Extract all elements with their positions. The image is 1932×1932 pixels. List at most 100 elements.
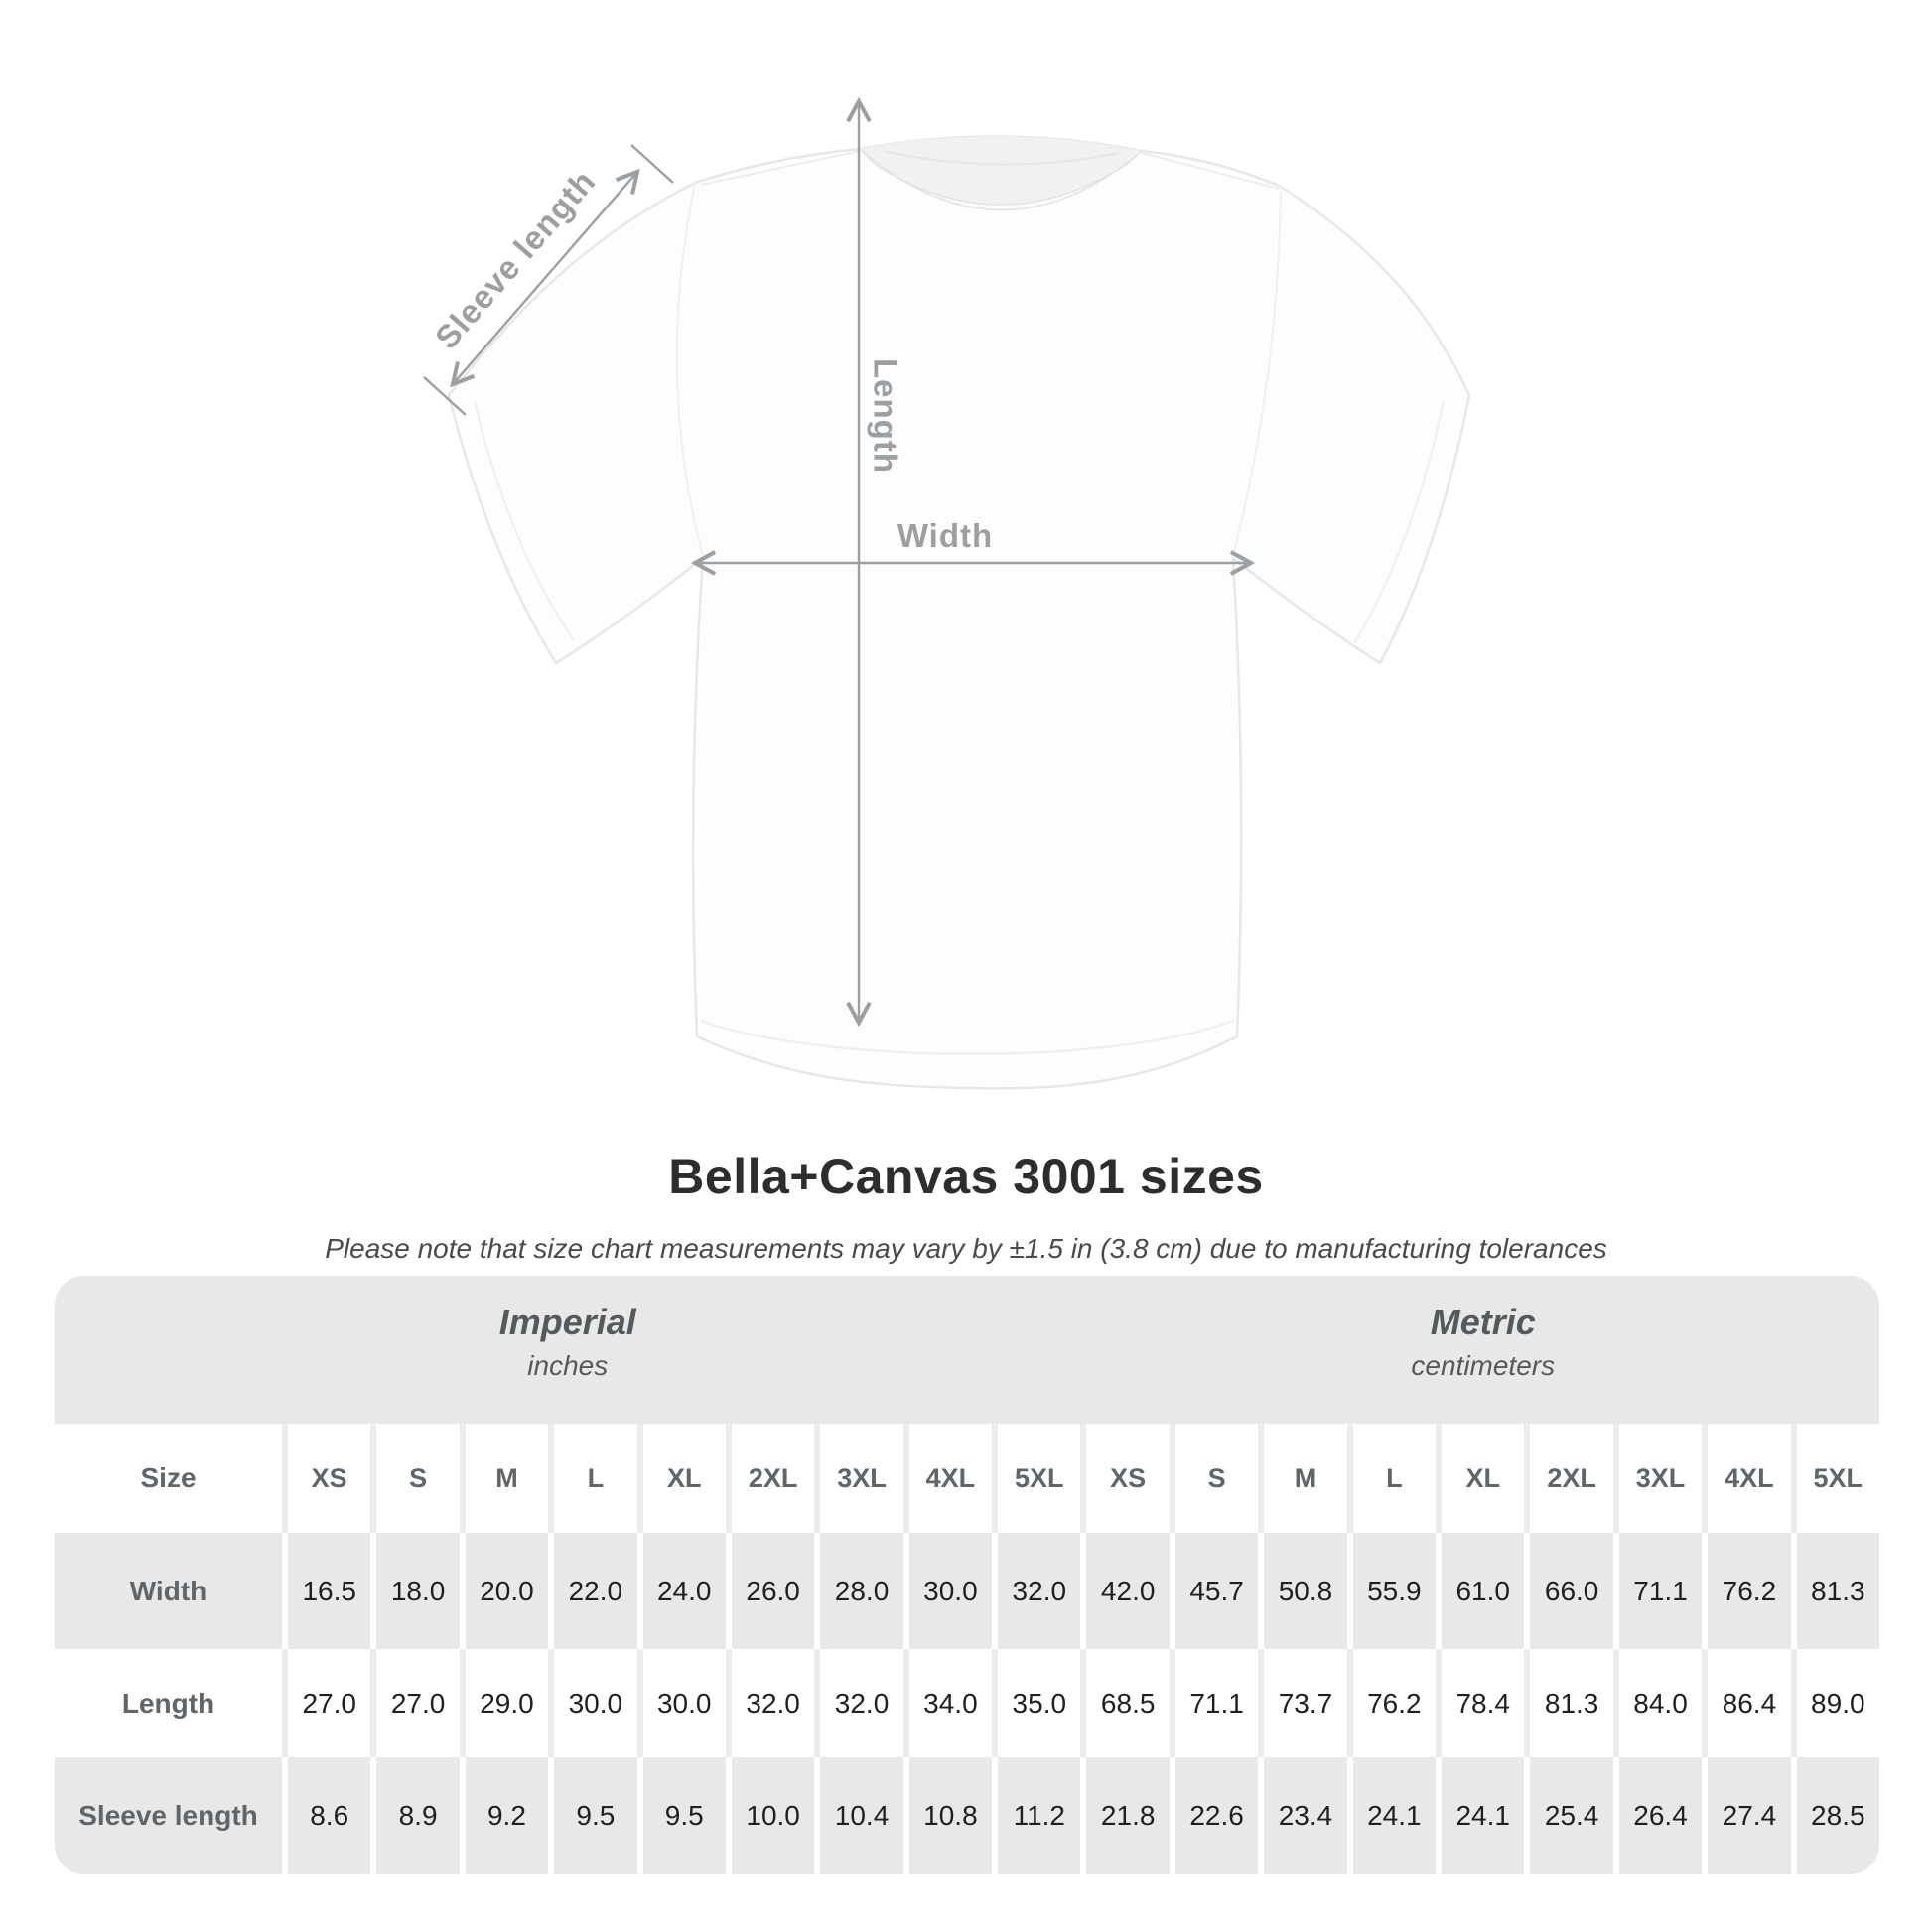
size-column-header: Size [55, 1424, 282, 1533]
size-header-cell: M [465, 1424, 549, 1533]
sleeve-cell: 21.8 [1086, 1757, 1170, 1874]
imperial-group-header: Imperial inches [55, 1276, 1081, 1424]
length-cell: 81.3 [1530, 1649, 1613, 1757]
width-cell: 24.0 [642, 1533, 726, 1649]
length-cell: 86.4 [1708, 1649, 1791, 1757]
size-chart-table: Imperial inches Metric centimeters Size … [55, 1276, 1879, 1874]
length-cell: 78.4 [1442, 1649, 1525, 1757]
sleeve-cell: 25.4 [1530, 1757, 1613, 1874]
tshirt-measurement-diagram: Length Width Sleeve length [423, 96, 1471, 1090]
tshirt-shoulder-seam-left [700, 150, 861, 186]
width-cell: 81.3 [1796, 1533, 1879, 1649]
sleeve-cell: 24.1 [1442, 1757, 1525, 1874]
sleeve-cell: 22.6 [1174, 1757, 1259, 1874]
metric-group-unit: centimeters [1411, 1350, 1556, 1381]
size-header-cell: XL [1442, 1424, 1525, 1533]
width-cell: 76.2 [1708, 1533, 1791, 1649]
size-header-cell: L [554, 1424, 637, 1533]
length-cell: 76.2 [1352, 1649, 1437, 1757]
size-header-row: Size XS S M L XL 2XL 3XL 4XL 5XL XS S M … [55, 1424, 1879, 1533]
sleeve-cell: 8.9 [376, 1757, 460, 1874]
width-cell: 61.0 [1442, 1533, 1525, 1649]
width-cell: 71.1 [1618, 1533, 1703, 1649]
size-header-cell: S [1174, 1424, 1259, 1533]
row-label: Sleeve length [55, 1757, 282, 1874]
sleeve-cell: 24.1 [1352, 1757, 1437, 1874]
size-header-cell: 2XL [731, 1424, 815, 1533]
metric-group-label: Metric [1430, 1302, 1536, 1342]
tshirt-illustration [447, 135, 1471, 1090]
width-cell: 20.0 [465, 1533, 549, 1649]
size-header-cell: L [1352, 1424, 1437, 1533]
length-cell: 27.0 [288, 1649, 371, 1757]
size-header-cell: XS [1086, 1424, 1170, 1533]
length-cell: 89.0 [1796, 1649, 1879, 1757]
width-cell: 45.7 [1174, 1533, 1259, 1649]
length-cell: 84.0 [1618, 1649, 1703, 1757]
size-header-cell: 5XL [998, 1424, 1081, 1533]
table-row-width: Width 16.5 18.0 20.0 22.0 24.0 26.0 28.0… [55, 1533, 1879, 1649]
sleeve-cell: 26.4 [1618, 1757, 1703, 1874]
tshirt-cuff-stitch-right [1353, 400, 1445, 644]
width-cell: 50.8 [1264, 1533, 1347, 1649]
table-row-sleeve-length: Sleeve length 8.6 8.9 9.2 9.5 9.5 10.0 1… [55, 1757, 1879, 1874]
size-header-cell: 5XL [1796, 1424, 1879, 1533]
sleeve-cell: 27.4 [1708, 1757, 1791, 1874]
sleeve-end-tick-top [630, 144, 674, 184]
sleeve-dimension-line [450, 168, 640, 388]
length-label: Length [867, 358, 903, 474]
size-header-cell: 3XL [1618, 1424, 1703, 1533]
sleeve-cell: 8.6 [288, 1757, 371, 1874]
width-cell: 28.0 [820, 1533, 903, 1649]
unit-group-header-row: Imperial inches Metric centimeters [55, 1276, 1879, 1424]
tshirt-collar-band [859, 148, 1143, 211]
tolerance-note: Please note that size chart measurements… [325, 1233, 1607, 1264]
sleeve-cell: 10.4 [820, 1757, 903, 1874]
tshirt-armhole-seam-right [1232, 186, 1282, 557]
length-cell: 73.7 [1264, 1649, 1347, 1757]
sleeve-cell: 10.8 [908, 1757, 993, 1874]
width-cell: 30.0 [908, 1533, 993, 1649]
tshirt-shoulder-seam-right [1141, 152, 1280, 190]
size-header-cell: XL [642, 1424, 726, 1533]
width-cell: 66.0 [1530, 1533, 1613, 1649]
tshirt-cuff-stitch-left [474, 400, 575, 641]
width-cell: 32.0 [998, 1533, 1081, 1649]
tshirt-back-collar-seam [883, 150, 1119, 166]
sleeve-cell: 23.4 [1264, 1757, 1347, 1874]
length-cell: 29.0 [465, 1649, 549, 1757]
size-header-cell: 2XL [1530, 1424, 1613, 1533]
measurement-annotations [423, 96, 1256, 1028]
sleeve-cell: 9.5 [554, 1757, 637, 1874]
page-title: Bella+Canvas 3001 sizes [668, 1149, 1264, 1204]
size-header-cell: M [1264, 1424, 1347, 1533]
sleeve-cell: 9.2 [465, 1757, 549, 1874]
length-cell: 32.0 [731, 1649, 815, 1757]
imperial-group-unit: inches [527, 1350, 609, 1381]
sleeve-cell: 11.2 [998, 1757, 1081, 1874]
length-cell: 68.5 [1086, 1649, 1170, 1757]
table-row-length: Length 27.0 27.0 29.0 30.0 30.0 32.0 32.… [55, 1649, 1879, 1757]
row-label: Width [55, 1533, 282, 1649]
size-header-cell: XS [288, 1424, 371, 1533]
size-header-cell: 4XL [908, 1424, 993, 1533]
width-cell: 18.0 [376, 1533, 460, 1649]
width-cell: 22.0 [554, 1533, 637, 1649]
length-cell: 32.0 [820, 1649, 903, 1757]
size-header-cell: 3XL [820, 1424, 903, 1533]
width-cell: 16.5 [288, 1533, 371, 1649]
sleeve-cell: 28.5 [1796, 1757, 1879, 1874]
row-label: Length [55, 1649, 282, 1757]
width-label: Width [897, 517, 993, 554]
tshirt-armhole-seam-left [675, 182, 704, 557]
length-cell: 71.1 [1174, 1649, 1259, 1757]
length-cell: 30.0 [642, 1649, 726, 1757]
width-cell: 42.0 [1086, 1533, 1170, 1649]
tshirt-hem-stitch [700, 1019, 1234, 1055]
sleeve-cell: 10.0 [731, 1757, 815, 1874]
width-cell: 26.0 [731, 1533, 815, 1649]
imperial-group-label: Imperial [498, 1302, 636, 1342]
sleeve-cell: 9.5 [642, 1757, 726, 1874]
length-cell: 27.0 [376, 1649, 460, 1757]
size-header-cell: 4XL [1708, 1424, 1791, 1533]
